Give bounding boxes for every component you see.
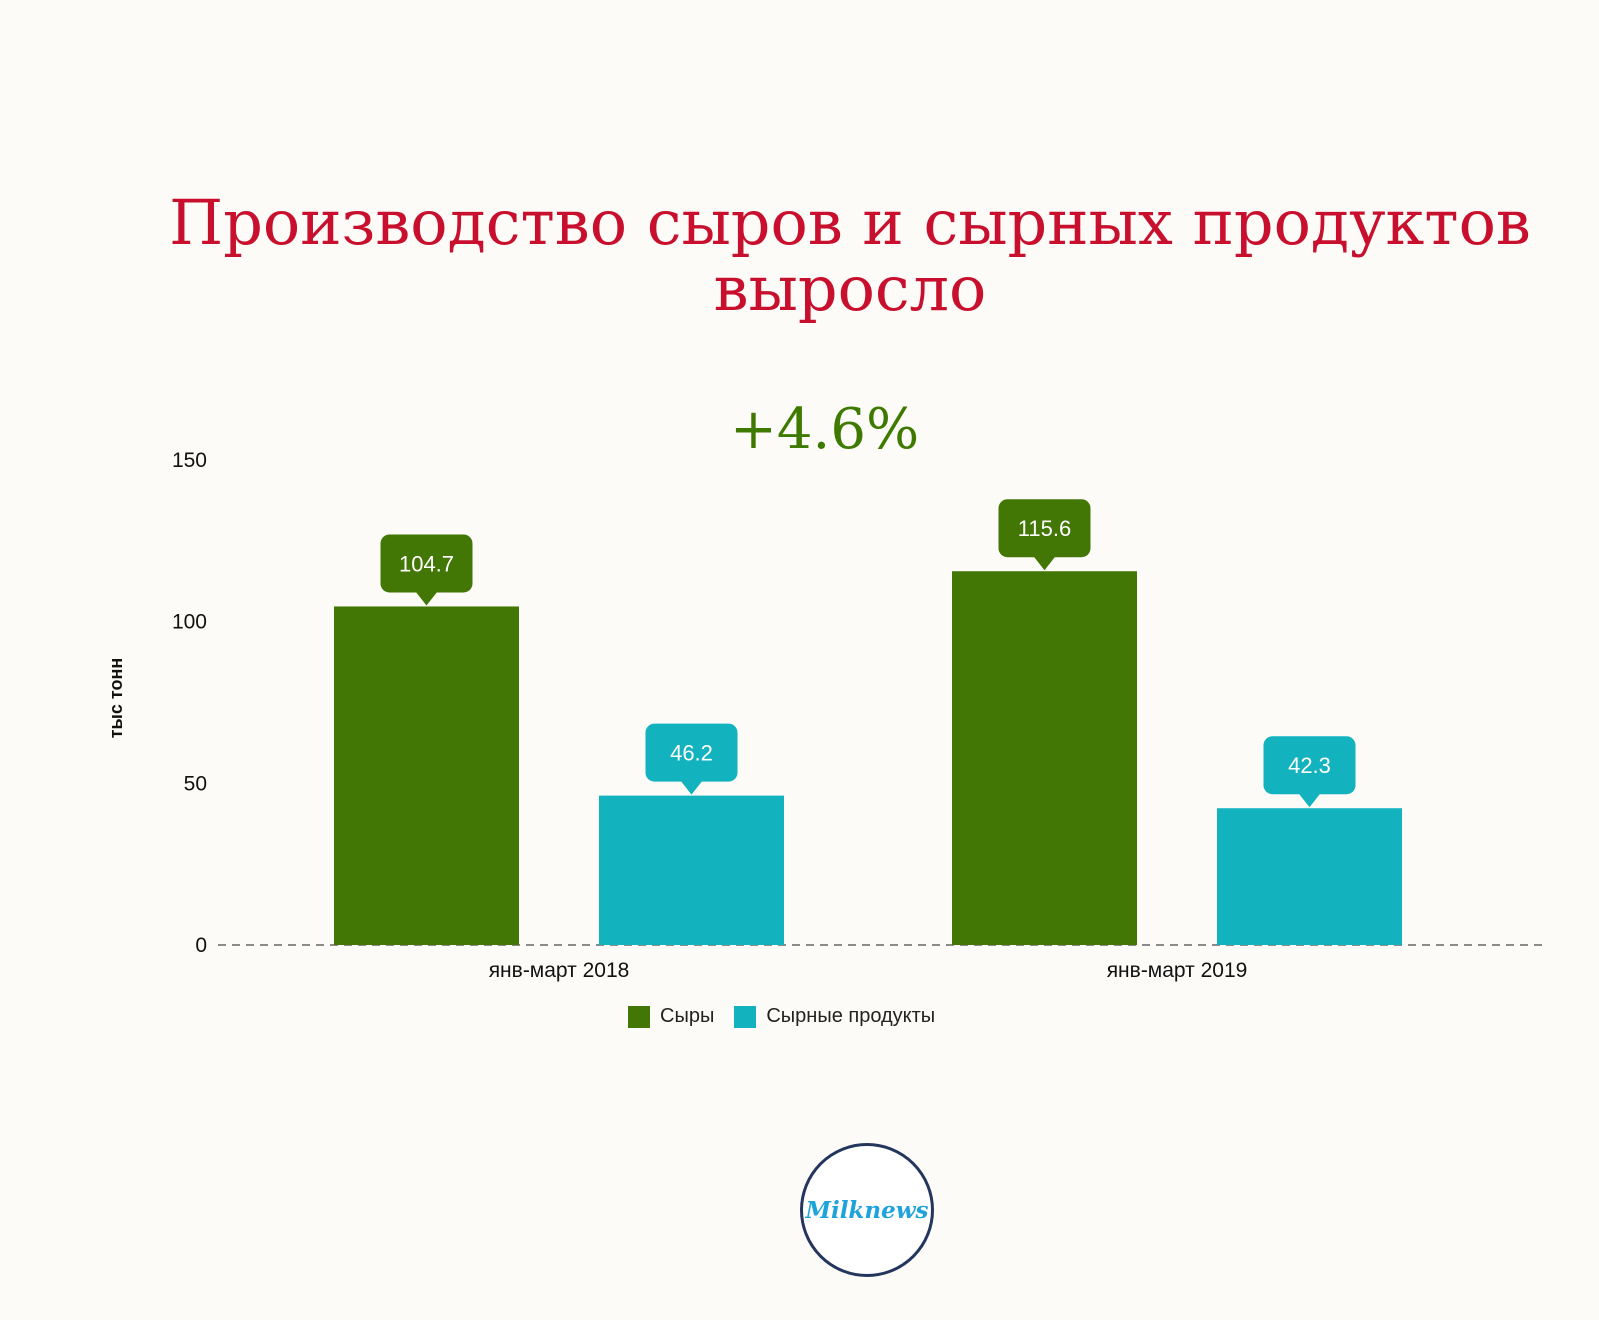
legend-item-series1: Сыры [628,1005,714,1028]
y-tick-label: 50 [184,772,207,795]
data-label: 42.3 [1288,753,1331,778]
bar [952,571,1137,945]
data-label-pointer [1298,793,1321,808]
chart-title: Производство сыров и сырных продуктов вы… [150,190,1550,322]
data-label-pointer [415,591,438,606]
legend: Сыры Сырные продукты [628,1005,955,1028]
data-label: 104.7 [399,551,454,576]
legend-label-series1: Сыры [660,1005,715,1027]
x-tick-label: янв-март 2019 [1107,959,1248,982]
milknews-logo: Milknews [800,1143,934,1277]
y-tick-label: 0 [195,934,207,957]
data-label-bubble [380,534,473,593]
title-line-2: выросло [713,252,987,325]
data-label: 46.2 [670,741,713,766]
bar [334,606,519,945]
logo-text: Milknews [805,1196,929,1224]
legend-label-series2: Сырные продукты [766,1005,936,1027]
data-label-pointer [680,780,703,795]
data-label-pointer [1033,556,1056,571]
legend-swatch-series2 [734,1005,757,1028]
x-tick-label: янв-март 2018 [489,959,630,982]
legend-swatch-series1 [628,1005,650,1028]
title-line-1: Производство сыров и сырных продуктов [169,186,1531,259]
data-label-bubble [998,499,1091,558]
growth-annotation: +4.6% [730,397,920,462]
y-tick-label: 100 [172,611,207,634]
data-label: 115.6 [1018,516,1071,541]
y-tick-label: 150 [172,449,207,472]
data-label-bubble [1263,736,1356,795]
bar [1217,808,1402,945]
legend-item-series2: Сырные продукты [734,1005,935,1028]
bar [599,795,784,945]
data-label-bubble [645,723,738,782]
